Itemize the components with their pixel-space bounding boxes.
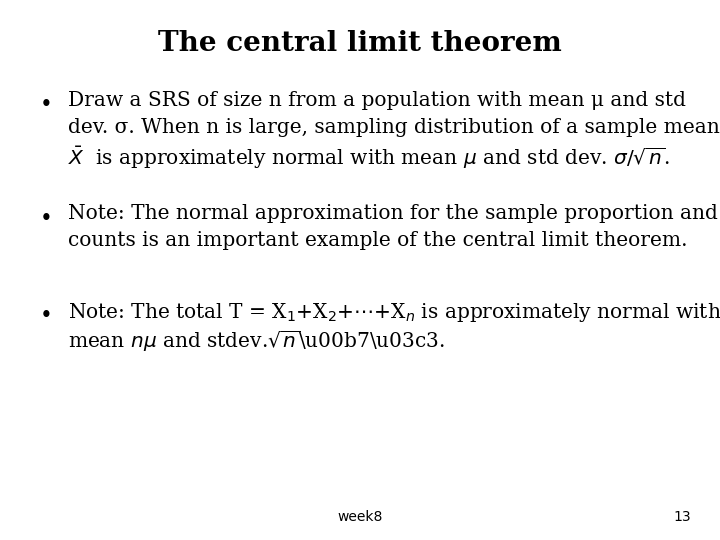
Text: $\bar{X}$  is approximately normal with mean $\mu$ and std dev. $\sigma /\sqrt{n: $\bar{X}$ is approximately normal with m… bbox=[68, 145, 670, 171]
Text: counts is an important example of the central limit theorem.: counts is an important example of the ce… bbox=[68, 231, 688, 250]
Text: week8: week8 bbox=[337, 510, 383, 524]
Text: •: • bbox=[40, 305, 53, 327]
Text: •: • bbox=[40, 208, 53, 230]
Text: 13: 13 bbox=[674, 510, 691, 524]
Text: The central limit theorem: The central limit theorem bbox=[158, 30, 562, 57]
Text: Note: The normal approximation for the sample proportion and: Note: The normal approximation for the s… bbox=[68, 204, 719, 223]
Text: mean $n\mu$ and stdev.$\sqrt{n}$\u00b7\u03c3.: mean $n\mu$ and stdev.$\sqrt{n}$\u00b7\u… bbox=[68, 328, 446, 354]
Text: dev. σ. When n is large, sampling distribution of a sample mean: dev. σ. When n is large, sampling distri… bbox=[68, 118, 720, 137]
Text: •: • bbox=[40, 94, 53, 117]
Text: Note: The total T = X$_1$+X$_2$+$\cdots$+X$_n$ is approximately normal with: Note: The total T = X$_1$+X$_2$+$\cdots$… bbox=[68, 301, 720, 325]
Text: Draw a SRS of size n from a population with mean μ and std: Draw a SRS of size n from a population w… bbox=[68, 91, 686, 110]
